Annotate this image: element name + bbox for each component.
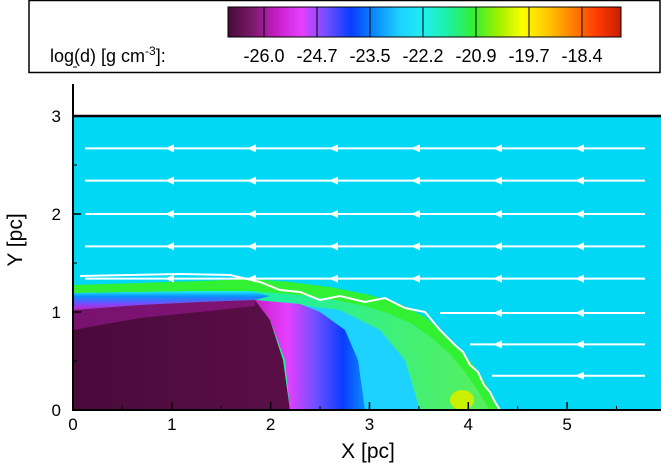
streamline-arrow xyxy=(329,210,338,218)
streamline-arrow xyxy=(329,144,338,153)
streamline-arrow xyxy=(165,274,174,283)
streamline-arrow xyxy=(575,274,584,283)
colorbar-tick-label: -23.5 xyxy=(349,46,390,66)
y-tick-label: 1 xyxy=(52,303,61,322)
x-axis-title: X [pc] xyxy=(341,440,395,463)
streamline-arrow xyxy=(247,176,256,185)
streamline-arrow xyxy=(165,210,174,218)
streamline-arrow xyxy=(575,210,584,218)
x-tick-label: 4 xyxy=(464,415,473,434)
colorbar-tick-labels: -26.0 -24.7 -23.5 -22.2 -20.9 -19.7 -18.4 xyxy=(243,46,602,66)
streamline-arrow xyxy=(411,210,420,218)
y-tick-label: 3 xyxy=(52,107,61,126)
wind-cavity xyxy=(73,300,290,410)
streamline-arrow xyxy=(493,274,502,283)
streamlines xyxy=(85,144,645,380)
x-axis-ticks: 0 1 2 3 4 5 xyxy=(68,402,618,434)
streamline-arrow xyxy=(575,340,584,349)
streamline-arrow xyxy=(575,371,584,380)
streamline-arrow xyxy=(575,176,584,185)
colorbar-label: log(d) [g cm-3]: xyxy=(50,44,166,66)
streamline-arrow xyxy=(411,176,420,185)
colorbar-tick-label: -26.0 xyxy=(243,46,284,66)
colorbar xyxy=(227,6,622,38)
colorbar-gradient xyxy=(227,6,622,38)
colorbar-tick-label: -20.9 xyxy=(455,46,496,66)
colorbar-tick-label: -24.7 xyxy=(296,46,337,66)
streamline-arrow xyxy=(247,242,256,251)
x-tick-label: 5 xyxy=(562,415,571,434)
colorbar-tick-label: -22.2 xyxy=(402,46,443,66)
shock-front-contour xyxy=(79,272,501,410)
colorbar-tick-label: -19.7 xyxy=(508,46,549,66)
streamline-arrow xyxy=(493,308,502,317)
streamline-arrow xyxy=(575,242,584,251)
y-axis-title: Y [pc] xyxy=(4,213,27,266)
streamline-arrow xyxy=(247,210,256,218)
colorbar-tick-label: -18.4 xyxy=(561,46,602,66)
streamline-arrow xyxy=(493,210,502,218)
streamline-arrow xyxy=(247,144,256,153)
streamline-arrow xyxy=(411,242,420,251)
streamline-arrow xyxy=(493,144,502,153)
streamline-arrow xyxy=(493,176,502,185)
x-tick-label: 2 xyxy=(266,415,275,434)
streamline-arrow xyxy=(329,176,338,185)
y-axis-ticks: 0 1 2 3 xyxy=(52,66,81,420)
streamline-arrow xyxy=(411,274,420,283)
streamline-arrow xyxy=(165,242,174,251)
shell-rim xyxy=(73,279,500,410)
streamline-arrow xyxy=(329,242,338,251)
streamline-arrow xyxy=(165,144,174,153)
y-tick-label: 2 xyxy=(52,205,61,224)
streamline-arrow xyxy=(493,242,502,251)
streamline-arrow xyxy=(411,144,420,153)
cavity-wall xyxy=(255,300,365,410)
x-tick-label: 1 xyxy=(167,415,176,434)
streamline-arrow xyxy=(329,274,338,283)
x-tick-label: 0 xyxy=(68,415,77,434)
streamline-arrow xyxy=(165,176,174,185)
cavity-top-band xyxy=(73,291,270,310)
streamline-arrow xyxy=(493,340,502,349)
dense-knot xyxy=(450,390,474,410)
streamline-arrow xyxy=(575,144,584,153)
streamline-arrow xyxy=(575,308,584,317)
y-tick-label: 0 xyxy=(52,401,61,420)
cavity-upper-tint xyxy=(73,300,255,330)
x-tick-label: 3 xyxy=(365,415,374,434)
